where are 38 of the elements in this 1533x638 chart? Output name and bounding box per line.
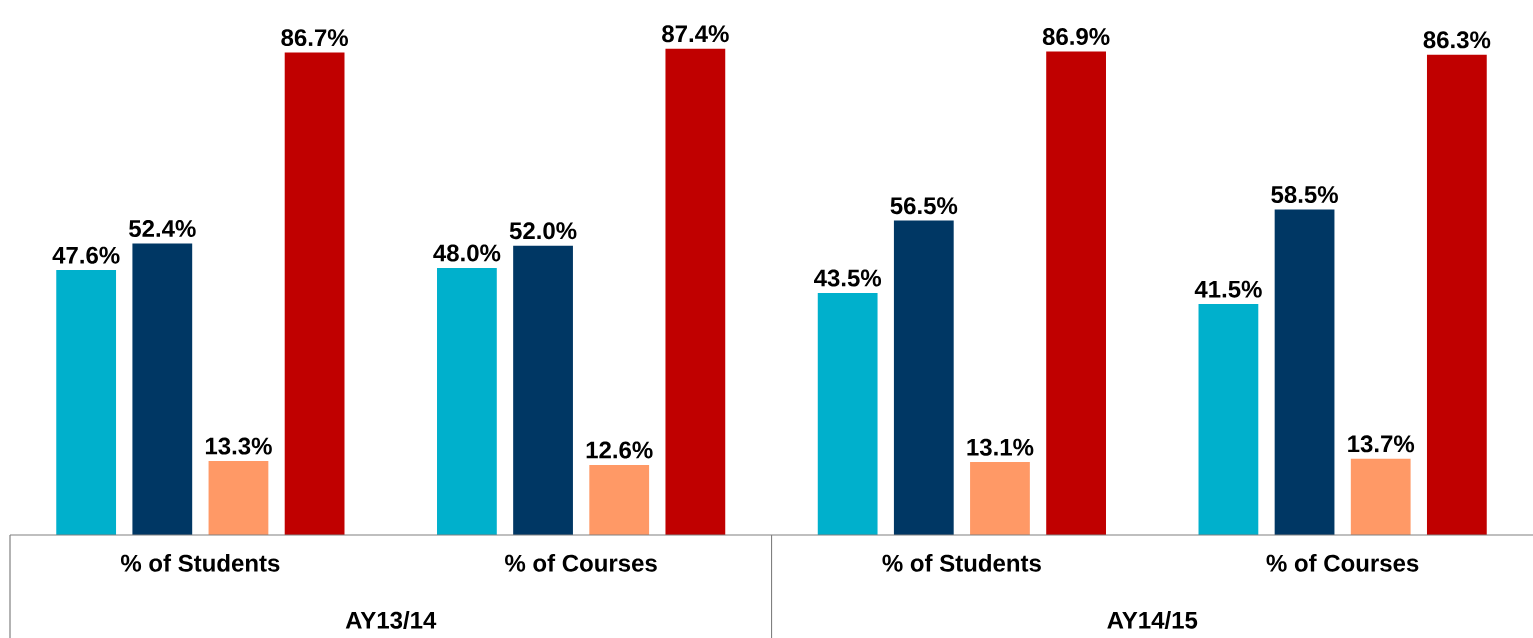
data-label: 52.0% (509, 222, 577, 240)
bar (284, 52, 345, 535)
bar (513, 245, 573, 535)
text: AY13/14 (345, 611, 437, 629)
x-tick-label: % of Students (882, 554, 1041, 572)
x-tick-label: % of Courses (1266, 554, 1419, 572)
bar (208, 460, 269, 535)
data-label: 12.6% (586, 441, 653, 459)
bar (1198, 304, 1259, 535)
data-label: 13.1% (967, 438, 1034, 456)
bar (665, 48, 726, 535)
data-label: 48.0% (433, 244, 501, 262)
bar (437, 267, 497, 535)
bar (132, 243, 193, 535)
bar (1046, 51, 1106, 535)
data-label: 86.3% (1423, 31, 1491, 49)
data-label: 43.5% (814, 269, 882, 287)
bar (1274, 209, 1335, 535)
bar (1350, 458, 1411, 535)
bar (893, 220, 954, 535)
data-label: 52.4% (129, 220, 196, 237)
data-label: 58.5% (1271, 186, 1338, 204)
data-label: 86.9% (1042, 28, 1110, 45)
x-tick-label: % of Students (120, 554, 280, 572)
bar (817, 292, 878, 535)
bar (970, 462, 1030, 535)
data-label: 13.7% (1348, 435, 1415, 453)
data-label: 13.3% (205, 437, 272, 455)
x-tick-label: % of Courses (505, 554, 657, 572)
data-label: 56.5% (890, 197, 958, 215)
data-label: 86.7% (281, 29, 348, 47)
bar (56, 270, 117, 535)
data-label: 41.5% (1194, 280, 1262, 298)
data-label: 87.4% (662, 25, 729, 43)
bar (589, 464, 650, 535)
text: AY14/15 (1107, 611, 1198, 629)
data-label: 47.6% (52, 246, 120, 264)
bar (1426, 54, 1487, 535)
